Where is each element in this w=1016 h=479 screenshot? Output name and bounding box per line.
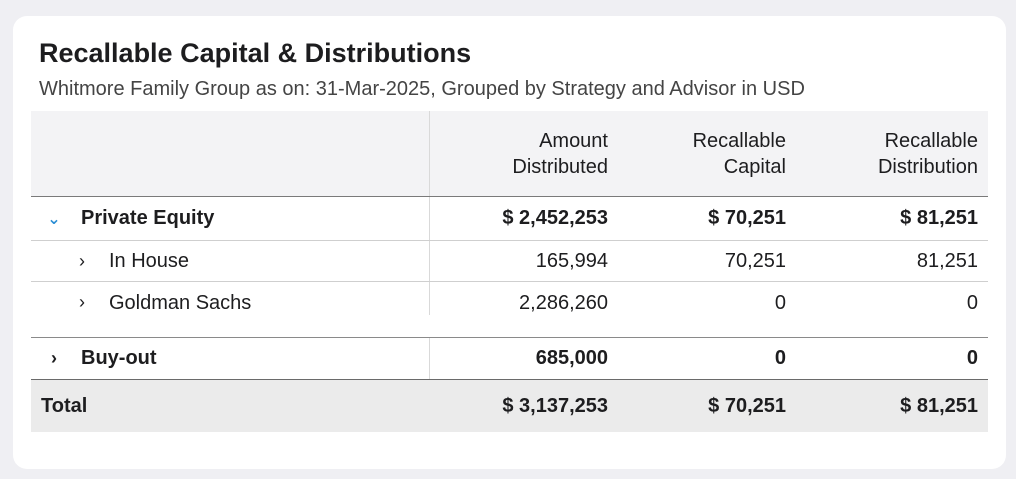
total-label: Total bbox=[41, 394, 88, 417]
cell-amount-distributed: 2,286,260 bbox=[519, 292, 608, 314]
table-row-in-house[interactable]: › In House 165,994 70,251 81,251 bbox=[31, 241, 988, 282]
report-card: Recallable Capital & Distributions Whitm… bbox=[13, 16, 1006, 469]
table-row-total: Total $ 3,137,253 $ 70,251 $ 81,251 bbox=[31, 380, 988, 432]
chevron-down-icon[interactable]: ⌄ bbox=[47, 210, 61, 228]
cell-amount-distributed: $ 2,452,253 bbox=[502, 207, 608, 229]
data-table: Amount Distributed Recallable Capital Re… bbox=[31, 111, 988, 432]
report-subtitle: Whitmore Family Group as on: 31-Mar-2025… bbox=[39, 78, 805, 100]
row-label: › In House bbox=[31, 241, 430, 281]
cell-recallable-capital: 0 bbox=[774, 347, 786, 369]
chevron-right-icon[interactable]: › bbox=[79, 250, 85, 271]
cell-recallable-distribution: 0 bbox=[966, 292, 978, 314]
cell-recallable-capital: 0 bbox=[774, 292, 786, 314]
table-row-goldman-sachs[interactable]: › Goldman Sachs 2,286,260 0 0 bbox=[31, 282, 988, 338]
cell-amount-distributed: 165,994 bbox=[535, 249, 608, 272]
header-amount-distributed[interactable]: Amount Distributed bbox=[512, 129, 608, 178]
chevron-right-icon[interactable]: › bbox=[51, 348, 57, 368]
cell-amount-distributed: 685,000 bbox=[535, 347, 608, 369]
header-label-cell bbox=[31, 111, 430, 196]
total-recallable-distribution: $ 81,251 bbox=[900, 394, 978, 417]
row-label: › Buy-out bbox=[31, 338, 430, 379]
chevron-right-icon[interactable]: › bbox=[79, 292, 85, 312]
total-amount-distributed: $ 3,137,253 bbox=[502, 394, 608, 417]
header-recallable-capital[interactable]: Recallable Capital bbox=[692, 129, 786, 178]
header-recallable-distribution[interactable]: Recallable Distribution bbox=[877, 129, 978, 178]
cell-recallable-capital: $ 70,251 bbox=[708, 207, 786, 229]
row-label: › Goldman Sachs bbox=[31, 282, 430, 315]
total-recallable-capital: $ 70,251 bbox=[708, 394, 786, 417]
report-title: Recallable Capital & Distributions bbox=[39, 38, 472, 68]
table-row-private-equity[interactable]: ⌄ Private Equity $ 2,452,253 $ 70,251 $ … bbox=[31, 197, 988, 241]
table-header-row: Amount Distributed Recallable Capital Re… bbox=[31, 111, 988, 197]
cell-recallable-distribution: 81,251 bbox=[916, 249, 978, 272]
cell-recallable-capital: 70,251 bbox=[724, 249, 786, 272]
table-row-buy-out[interactable]: › Buy-out 685,000 0 0 bbox=[31, 338, 988, 380]
cell-recallable-distribution: $ 81,251 bbox=[900, 207, 978, 229]
cell-recallable-distribution: 0 bbox=[966, 347, 978, 369]
row-label: ⌄ Private Equity bbox=[31, 197, 430, 240]
